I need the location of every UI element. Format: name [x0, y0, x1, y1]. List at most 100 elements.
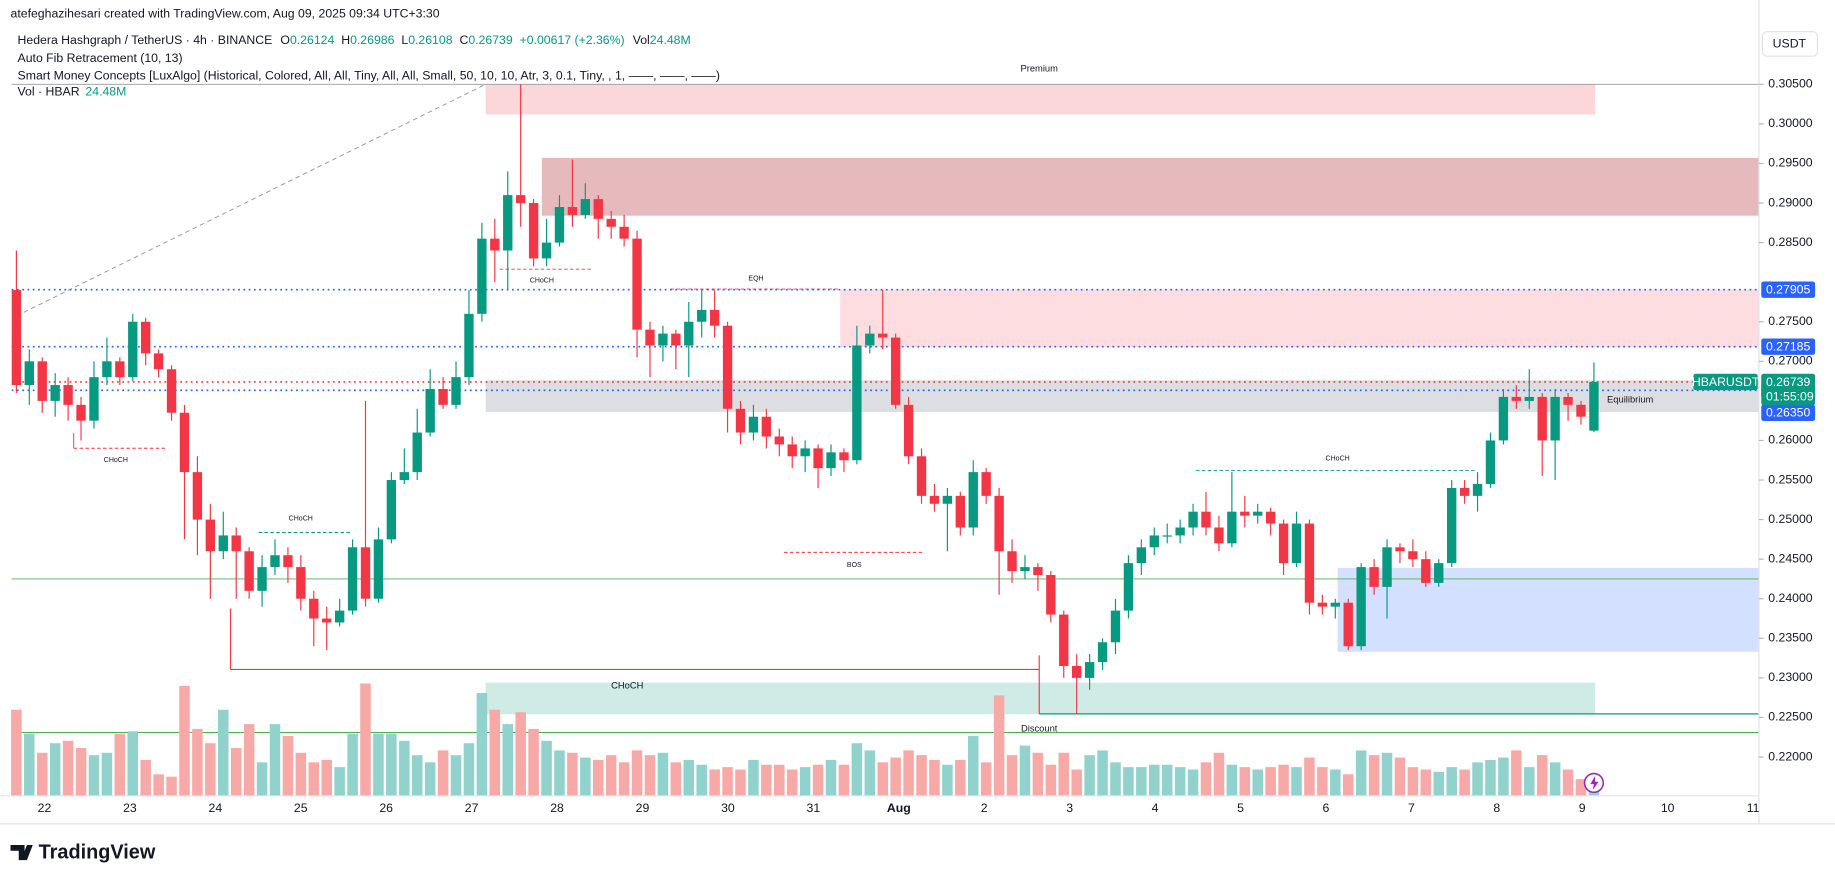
volume-bar [437, 750, 449, 796]
candle-body [257, 567, 267, 591]
volume-bar [127, 731, 139, 796]
annotation: CHoCH [289, 515, 313, 522]
candle-body [102, 361, 112, 378]
volume-bar [476, 693, 488, 796]
x-tick-label: 7 [1408, 801, 1415, 815]
ohlc-key: C [459, 33, 468, 47]
candle-body [425, 389, 435, 433]
y-tick-label: 0.23000 [1768, 670, 1813, 684]
volume-bar [1536, 755, 1548, 796]
volume-bar [1368, 755, 1380, 796]
volume-bar [1485, 759, 1496, 796]
y-tick-label: 0.22000 [1768, 749, 1813, 763]
candle-body [1537, 396, 1547, 441]
volume-bar [838, 764, 850, 796]
candle-body [852, 345, 862, 461]
candle-body [554, 206, 565, 243]
volume-value: 24.48M [85, 85, 126, 99]
candle-body [1227, 511, 1237, 544]
x-tick-label: 10 [1661, 801, 1675, 815]
x-tick-label: 2 [981, 801, 988, 815]
volume-bar [1226, 764, 1238, 796]
candle-body [697, 309, 707, 322]
volume-bar [1032, 752, 1044, 796]
candle-body [1304, 523, 1315, 603]
volume-bar [799, 767, 811, 796]
volume-bar [399, 740, 410, 796]
annotation: Discount [1021, 724, 1058, 734]
volume-bar [877, 762, 889, 796]
candle-body [1214, 527, 1224, 544]
ohlc-key: H [341, 33, 350, 47]
volume-bar [1019, 745, 1031, 796]
ohlc-key: O [280, 33, 290, 47]
volume-bar [1187, 769, 1199, 796]
candle-body [1188, 511, 1198, 528]
volume-bar [528, 728, 539, 796]
x-tick-label: 28 [550, 801, 564, 815]
y-tick-label: 0.27000 [1768, 354, 1813, 368]
volume-name: Vol · HBAR [18, 85, 80, 99]
volume-bar [657, 752, 669, 796]
volume-bar [774, 764, 785, 796]
volume-bar [1355, 750, 1367, 796]
x-tick-label: 8 [1493, 801, 1500, 815]
volume-bar [114, 733, 126, 796]
currency-button[interactable] [1761, 31, 1819, 57]
y-tick-label: 0.23500 [1768, 631, 1813, 645]
volume-bar [49, 743, 61, 796]
candle-body [1162, 535, 1172, 537]
vol-value: 24.48M [650, 33, 691, 47]
volume-bar [644, 755, 656, 796]
ohlc-value: 0.26739 [468, 33, 513, 47]
candle-body [865, 333, 875, 346]
candle-body [1408, 551, 1418, 560]
candle-body [800, 448, 810, 457]
brand-logo [10, 844, 33, 861]
candle-body [580, 199, 591, 215]
candle-body [244, 551, 254, 591]
volume-bar [347, 733, 358, 796]
volume-bar [515, 712, 526, 796]
volume-bar [1459, 769, 1470, 796]
candle-body [1421, 559, 1431, 583]
volume-bar [1330, 769, 1341, 796]
candle-body [89, 377, 99, 421]
annotation: CHoCH [611, 680, 643, 690]
y-tick-label: 0.22500 [1768, 710, 1813, 724]
volume-bar [1381, 752, 1393, 796]
volume-bar [916, 755, 927, 796]
candle-body [787, 444, 797, 457]
ohlc-key: L [401, 33, 408, 47]
volume-bar [980, 762, 992, 796]
volume-bar [36, 752, 48, 796]
volume-bar [502, 724, 514, 796]
volume-bar [140, 759, 151, 796]
volume-bar [1407, 767, 1419, 796]
volume-bar [463, 743, 475, 796]
candle-body [890, 337, 901, 405]
volume-bar [761, 764, 772, 796]
volume-bar [1394, 757, 1406, 796]
candle-body [438, 389, 448, 405]
volume-bar [489, 709, 501, 796]
candle-body [192, 472, 203, 520]
volume-bar [993, 695, 1005, 796]
candle-body [386, 480, 397, 540]
candle-body [645, 329, 655, 346]
candle-body [412, 432, 422, 473]
volume-bar [62, 740, 74, 796]
volume-bar [411, 755, 423, 796]
candle-body [632, 238, 642, 330]
volume-bar [424, 762, 436, 796]
currency[interactable]: USDT [1773, 37, 1807, 51]
last-price-label: 0.26739 [1766, 375, 1811, 389]
y-tick-label: 0.30000 [1768, 116, 1813, 130]
candle-body [1136, 547, 1147, 564]
candle-body [1265, 511, 1276, 524]
candle-body [63, 385, 73, 405]
candle-body [322, 618, 332, 623]
candle-body [1511, 396, 1522, 401]
volume-bar [88, 755, 100, 796]
